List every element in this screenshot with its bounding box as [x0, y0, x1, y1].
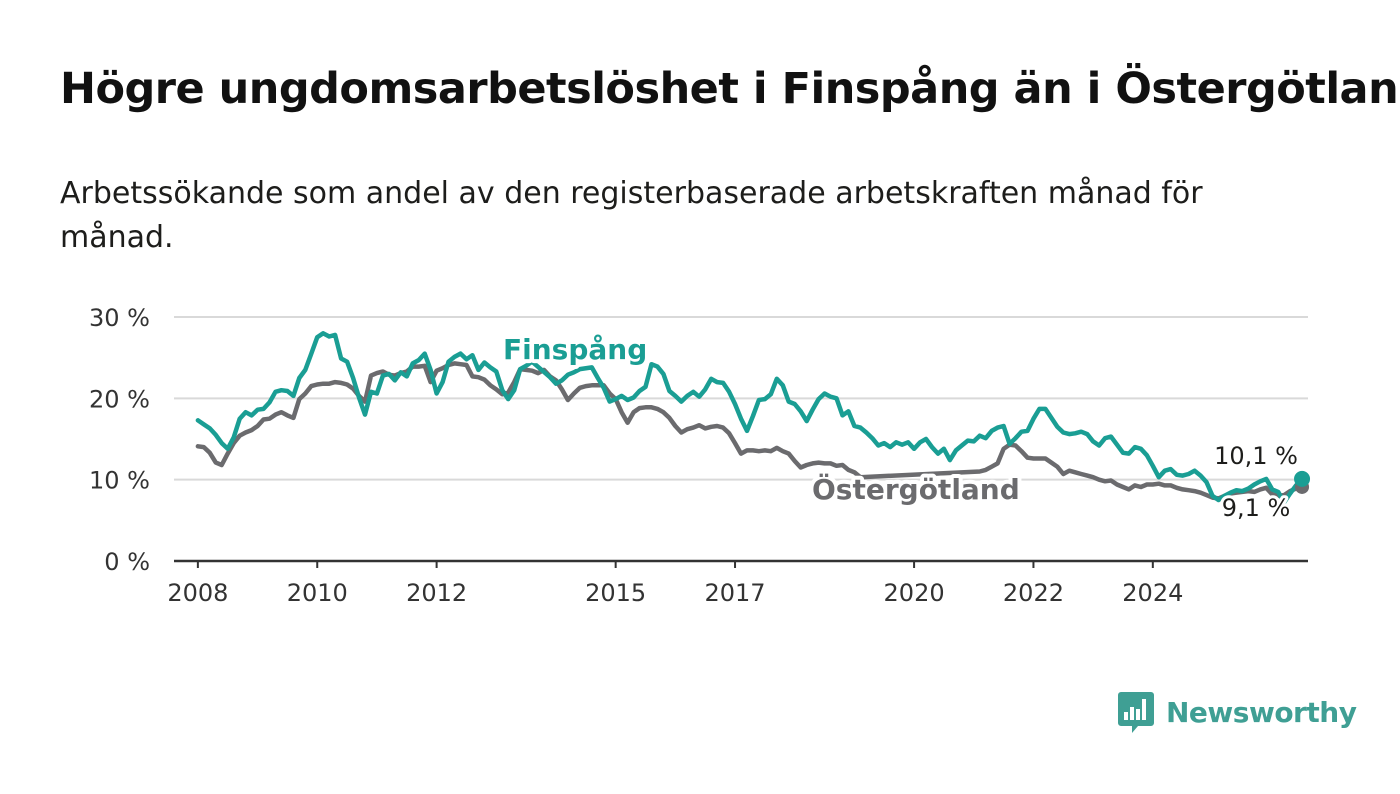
- y-tick-label: 10 %: [89, 467, 150, 495]
- x-tick-label: 2020: [884, 579, 945, 607]
- y-tick-label: 0 %: [104, 548, 150, 576]
- newsworthy-logo: Newsworthy: [1118, 690, 1357, 734]
- chart-title: Högre ungdomsarbetslöshet i Finspång än …: [60, 64, 1400, 114]
- end-value-label-finspang: 10,1 %: [1214, 442, 1298, 470]
- x-tick-label: 2010: [287, 579, 348, 607]
- x-tick-label: 2008: [167, 579, 228, 607]
- series-line-ostergotland: [195, 361, 1305, 501]
- series-label-finspang: Finspång: [503, 333, 647, 366]
- x-tick-label: 2022: [1003, 579, 1064, 607]
- y-tick-label: 20 %: [89, 385, 150, 413]
- end-point-finspang: [1294, 470, 1311, 487]
- y-tick-label: 30 %: [89, 304, 150, 332]
- x-tick-label: 2015: [585, 579, 646, 607]
- bar-chart-speech-bubble-icon: [1118, 692, 1154, 733]
- chart-subtitle: Arbetssökande som andel av den registerb…: [60, 176, 1203, 255]
- x-tick-label: 2012: [406, 579, 467, 607]
- x-tick-label: 2017: [704, 579, 765, 607]
- series-line-finspang: [195, 331, 1305, 505]
- end-value-label-ostergotland: 9,1 %: [1222, 494, 1291, 522]
- series-label-ostergotland: Östergötland: [812, 472, 1020, 506]
- brand-name: Newsworthy: [1166, 695, 1357, 729]
- x-tick-label: 2024: [1122, 579, 1183, 607]
